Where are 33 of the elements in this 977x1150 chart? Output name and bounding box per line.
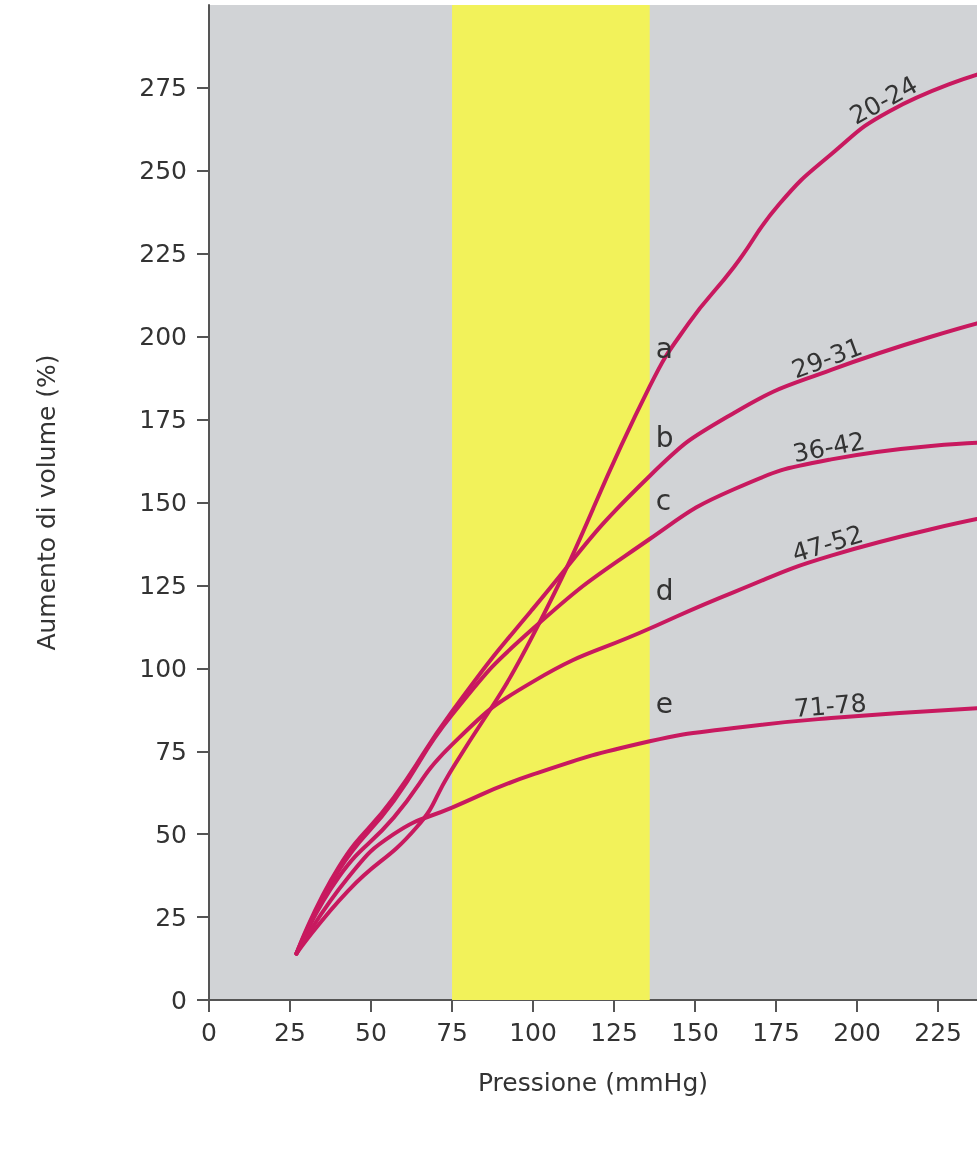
y-tick-label: 200 [139,322,187,352]
y-tick-label: 25 [155,902,187,932]
y-tick-label: 125 [139,570,187,600]
annotation: a [655,331,673,365]
y-tick-label: 175 [139,405,187,435]
x-axis-title: Pressione (mmHg) [477,1068,709,1097]
annotation: b [655,421,674,455]
y-tick-label: 275 [139,73,187,103]
text: 36-42 [790,426,868,469]
x-tick-label: 75 [436,1018,468,1047]
y-tick-label: 225 [139,239,187,269]
y-tick-label: 250 [139,156,187,186]
x-tick-label: 150 [671,1018,719,1047]
x-tick-label: 25 [274,1018,306,1047]
x-tick-label: 100 [509,1018,557,1047]
x-tick-label: 0 [201,1018,217,1047]
x-tick-label: 50 [355,1018,387,1047]
y-tick-label: 0 [171,985,187,1015]
text: 29-31 [787,331,866,385]
annotation: c [655,484,672,518]
y-tick-label: 100 [139,653,187,683]
y-tick-label: 150 [139,488,187,517]
text: 47-52 [788,519,867,568]
series-label: 71-78 [792,688,868,724]
annotation: d [655,574,674,608]
x-tick-label: 200 [833,1018,881,1047]
y-tick-label: 75 [155,736,187,766]
y-axis-title: Aumento di volume (%) [32,354,61,651]
x-tick-label: 125 [590,1018,638,1047]
annotation: e [655,686,673,720]
x-tick-label: 225 [914,1018,962,1047]
x-tick-label: 175 [752,1018,800,1047]
y-tick-label: 50 [155,819,187,849]
